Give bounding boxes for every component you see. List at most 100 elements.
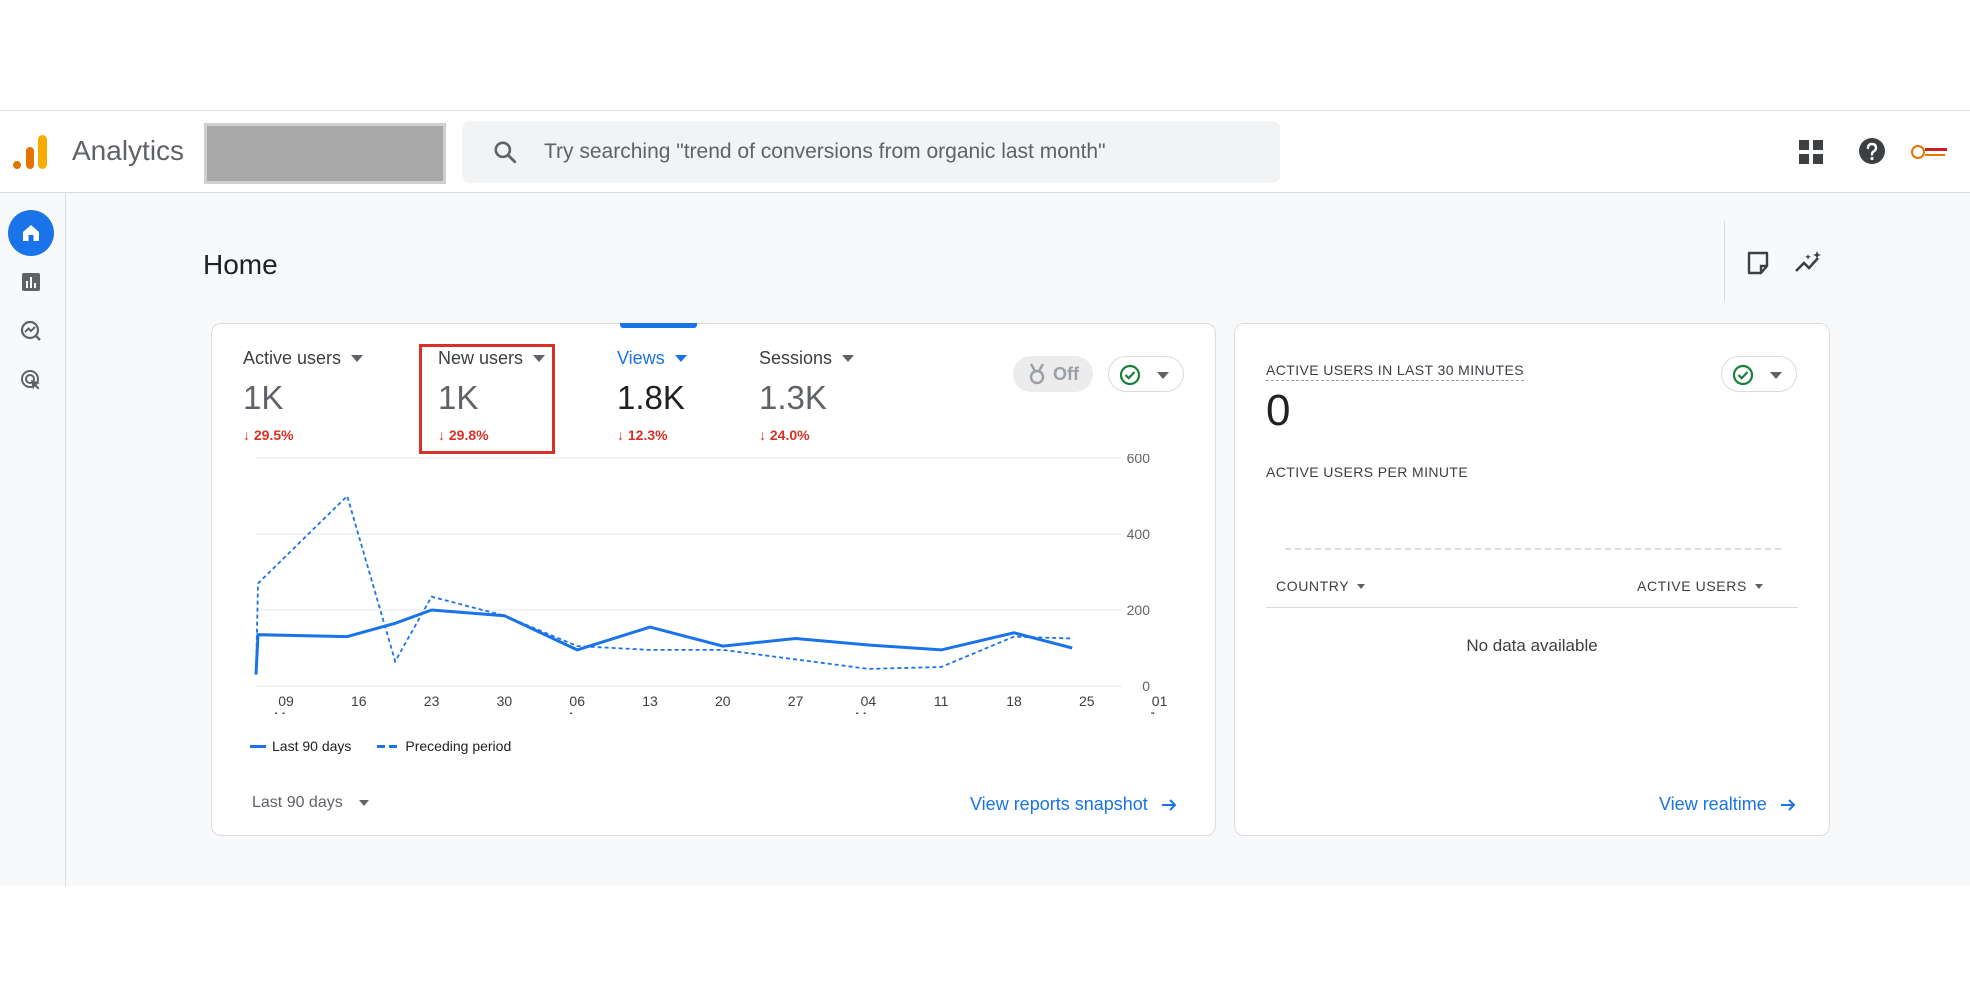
per-minute-sparkline-empty: [1285, 548, 1781, 550]
x-tick-label: 20: [715, 693, 731, 709]
check-circle-icon: [1732, 364, 1754, 386]
x-tick-month-label: Jun: [1148, 709, 1171, 714]
account-selector[interactable]: [204, 123, 446, 184]
bar-chart-icon: [22, 273, 40, 291]
caret-down-icon[interactable]: [674, 355, 687, 362]
line-chart: 600 400 200 0 09Mar 16 23 30 06Apr 13 20 27 04May 11 1…: [254, 454, 1171, 714]
x-tick-month-label: Mar: [274, 709, 298, 714]
home-icon: [23, 225, 39, 241]
caret-down-icon[interactable]: [842, 355, 855, 362]
metric-tab-active-users[interactable]: Active users 1K ↓ 29.5%: [243, 348, 364, 443]
metric-value: 1.8K: [617, 379, 685, 416]
x-tick-label: 13: [642, 693, 658, 709]
page-title: Home: [203, 249, 278, 280]
link-label: View reports snapshot: [970, 794, 1148, 814]
x-tick-label: 06: [569, 693, 585, 709]
metric-tab-sessions[interactable]: Sessions 1.3K ↓ 24.0%: [759, 348, 855, 443]
caret-down-icon: [1754, 583, 1763, 589]
realtime-data-quality-dropdown[interactable]: [1721, 356, 1797, 392]
nav-home[interactable]: [8, 210, 54, 256]
app-title: Analytics: [72, 135, 185, 166]
realtime-table-header: COUNTRY ACTIVE USERS: [1266, 574, 1798, 608]
date-range-selector[interactable]: Last 90 days: [252, 794, 369, 812]
search-icon: [494, 141, 517, 164]
analytics-logo-icon[interactable]: [12, 133, 50, 171]
metric-tab-new-users[interactable]: New users 1K ↓ 29.8%: [438, 348, 546, 443]
metric-delta: ↓ 24.0%: [759, 427, 810, 443]
search-placeholder: Try searching "trend of conversions from…: [544, 140, 1106, 163]
note-icon[interactable]: [1744, 249, 1772, 277]
explore-icon: [20, 320, 41, 341]
metric-delta: ↓ 29.8%: [438, 427, 489, 443]
apps-grid-icon[interactable]: [1798, 139, 1824, 165]
caret-down-icon: [1157, 372, 1169, 379]
nav-advertising[interactable]: [8, 357, 54, 403]
y-tick-label: 600: [1127, 454, 1151, 466]
medal-icon: [1029, 363, 1045, 385]
metric-label: Views: [617, 348, 665, 368]
legend-item-last-90-days: Last 90 days: [250, 738, 351, 754]
col-active-users[interactable]: ACTIVE USERS: [1637, 578, 1763, 594]
insights-icon[interactable]: [1794, 249, 1824, 277]
arrow-right-icon: [1161, 798, 1177, 811]
benchmark-toggle[interactable]: Off: [1013, 356, 1093, 392]
realtime-value: 0: [1266, 386, 1291, 435]
view-realtime-link[interactable]: View realtime: [1659, 794, 1797, 815]
x-tick-label: 18: [1006, 693, 1022, 709]
metric-value: 1K: [243, 379, 284, 416]
highlight-annotation-box: [419, 344, 555, 454]
account-avatar[interactable]: [1910, 137, 1950, 167]
x-tick-label: 01: [1152, 693, 1168, 709]
realtime-card: ACTIVE USERS IN LAST 30 MINUTES 0 ACTIVE…: [1234, 323, 1830, 836]
metric-delta: ↓ 29.5%: [243, 427, 294, 443]
x-tick-label: 11: [934, 693, 949, 709]
date-range-label: Last 90 days: [252, 794, 343, 811]
realtime-title[interactable]: ACTIVE USERS IN LAST 30 MINUTES: [1266, 362, 1524, 381]
target-cursor-icon: [21, 370, 40, 390]
side-navigation: [0, 193, 66, 886]
metric-value: 1.3K: [759, 379, 827, 416]
main-content: Home Active users 1K ↓ 29.5% New users 1…: [0, 193, 1970, 886]
x-tick-label: 04: [861, 693, 877, 709]
chart-legend: Last 90 days Preceding period: [250, 738, 511, 754]
search-bar[interactable]: Try searching "trend of conversions from…: [462, 121, 1280, 183]
x-tick-label: 23: [424, 693, 440, 709]
x-tick-label: 25: [1079, 693, 1095, 709]
toggle-label: Off: [1053, 363, 1079, 384]
caret-down-icon: [1770, 372, 1782, 379]
link-label: View realtime: [1659, 794, 1767, 814]
nav-explore[interactable]: [8, 308, 54, 354]
y-tick-label: 400: [1127, 526, 1151, 542]
view-reports-snapshot-link[interactable]: View reports snapshot: [970, 794, 1178, 815]
active-tab-indicator: [620, 323, 697, 328]
realtime-subtitle: ACTIVE USERS PER MINUTE: [1266, 464, 1469, 480]
data-quality-dropdown[interactable]: [1108, 356, 1184, 392]
header-divider: [1724, 221, 1725, 301]
overview-card: Active users 1K ↓ 29.5% New users 1K ↓ 2…: [211, 323, 1216, 836]
series-line-last-90-days: [254, 608, 1073, 675]
x-tick-month-label: Apr: [566, 709, 588, 714]
x-tick-month-label: May: [855, 709, 881, 714]
col-country[interactable]: COUNTRY: [1276, 578, 1366, 594]
check-circle-icon: [1119, 364, 1141, 386]
top-app-bar: Analytics Try searching "trend of conver…: [0, 110, 1970, 193]
metric-tab-views[interactable]: Views 1.8K ↓ 12.3%: [617, 348, 687, 443]
caret-down-icon[interactable]: [351, 355, 364, 362]
y-tick-label: 0: [1142, 678, 1150, 694]
caret-down-icon: [358, 800, 369, 806]
metric-label: Active users: [243, 348, 342, 368]
help-icon[interactable]: [1858, 137, 1886, 165]
no-data-message: No data available: [1466, 636, 1598, 655]
x-tick-label: 16: [351, 693, 367, 709]
metric-delta: ↓ 12.3%: [617, 427, 668, 443]
metric-label: New users: [438, 348, 524, 368]
arrow-right-icon: [1780, 798, 1796, 811]
caret-down-icon[interactable]: [533, 355, 546, 362]
x-tick-label: 27: [788, 693, 804, 709]
nav-reports[interactable]: [8, 259, 54, 305]
caret-down-icon: [1357, 583, 1366, 589]
legend-item-preceding-period: Preceding period: [377, 738, 511, 754]
metric-label: Sessions: [759, 348, 833, 368]
series-line-preceding-period: [255, 494, 1073, 675]
metric-value: 1K: [438, 379, 479, 416]
